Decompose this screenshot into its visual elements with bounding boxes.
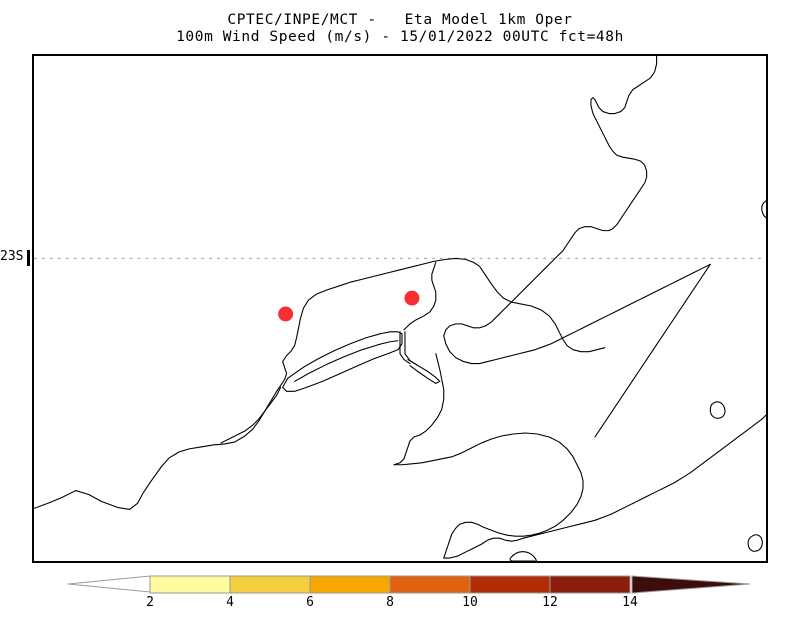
coastline-east-headland xyxy=(393,353,445,466)
map-panel[interactable] xyxy=(32,54,768,563)
colorbar-tick-6: 6 xyxy=(306,595,314,610)
channel-strait-outer xyxy=(399,331,411,365)
colorbar-tick-8: 8 xyxy=(386,595,394,610)
station-markers xyxy=(278,290,420,322)
coastline-central-bay xyxy=(393,432,584,559)
coastline-southwest-inlet xyxy=(220,386,282,444)
coastline-east-of-lagoon xyxy=(403,261,437,331)
coastline-east-strip xyxy=(594,263,711,438)
colorbar-tick-2: 2 xyxy=(146,595,154,610)
barrier-island-ilha-comprida-inner xyxy=(294,340,399,382)
colorbar-tick-12: 12 xyxy=(542,595,558,610)
coastline-northeast-serra xyxy=(443,56,658,337)
title-line-2: 100m Wind Speed (m/s) - 15/01/2022 00UTC… xyxy=(176,29,624,45)
colorbar-tick-4: 4 xyxy=(226,595,234,610)
figure-title: CPTEC/INPE/MCT - Eta Model 1km Oper 100m… xyxy=(0,12,800,46)
island-coastal-south xyxy=(509,551,538,561)
latitude-label-23s: 23S xyxy=(0,249,24,264)
station-marker-2[interactable] xyxy=(404,290,420,306)
colorbar-segment-10-12 xyxy=(469,575,551,594)
coastline-group xyxy=(34,56,766,561)
station-marker-1[interactable] xyxy=(278,306,294,322)
colorbar-canvas xyxy=(67,575,751,594)
coastline-peninsula-east xyxy=(443,414,766,559)
colorbar-segment-6-8 xyxy=(309,575,391,594)
barrier-island-ilha-comprida-outer xyxy=(282,331,403,392)
map-canvas xyxy=(34,56,766,561)
coastline-northeast-inner-bay xyxy=(443,263,711,365)
colorbar-segment-12-14 xyxy=(549,575,631,594)
island-offshore-south xyxy=(709,401,726,419)
coastline-mainland-lagoon-approach xyxy=(490,283,606,353)
channel-spit-south xyxy=(407,359,441,384)
channel-strait-inner xyxy=(404,331,419,367)
colorbar-tick-10: 10 xyxy=(462,595,478,610)
island-offshore-far-south xyxy=(747,534,763,552)
colorbar-segment-8-10 xyxy=(389,575,471,594)
colorbar-tick-labels: 2 4 6 8 10 12 14 xyxy=(60,595,760,615)
colorbar-under-arrow xyxy=(67,575,151,593)
latitude-tick-23s xyxy=(27,250,30,266)
colorbar-tick-14: 14 xyxy=(622,595,638,610)
colorbar-over-arrow xyxy=(631,575,751,594)
colorbar-segment-2-4 xyxy=(149,575,231,594)
colorbar-segment-4-6 xyxy=(229,575,311,594)
island-offshore-north xyxy=(761,200,766,219)
coastline-mainland-southwest xyxy=(34,257,493,510)
title-line-1: CPTEC/INPE/MCT - Eta Model 1km Oper xyxy=(227,12,573,28)
colorbar: 2 4 6 8 10 12 14 xyxy=(60,570,760,616)
